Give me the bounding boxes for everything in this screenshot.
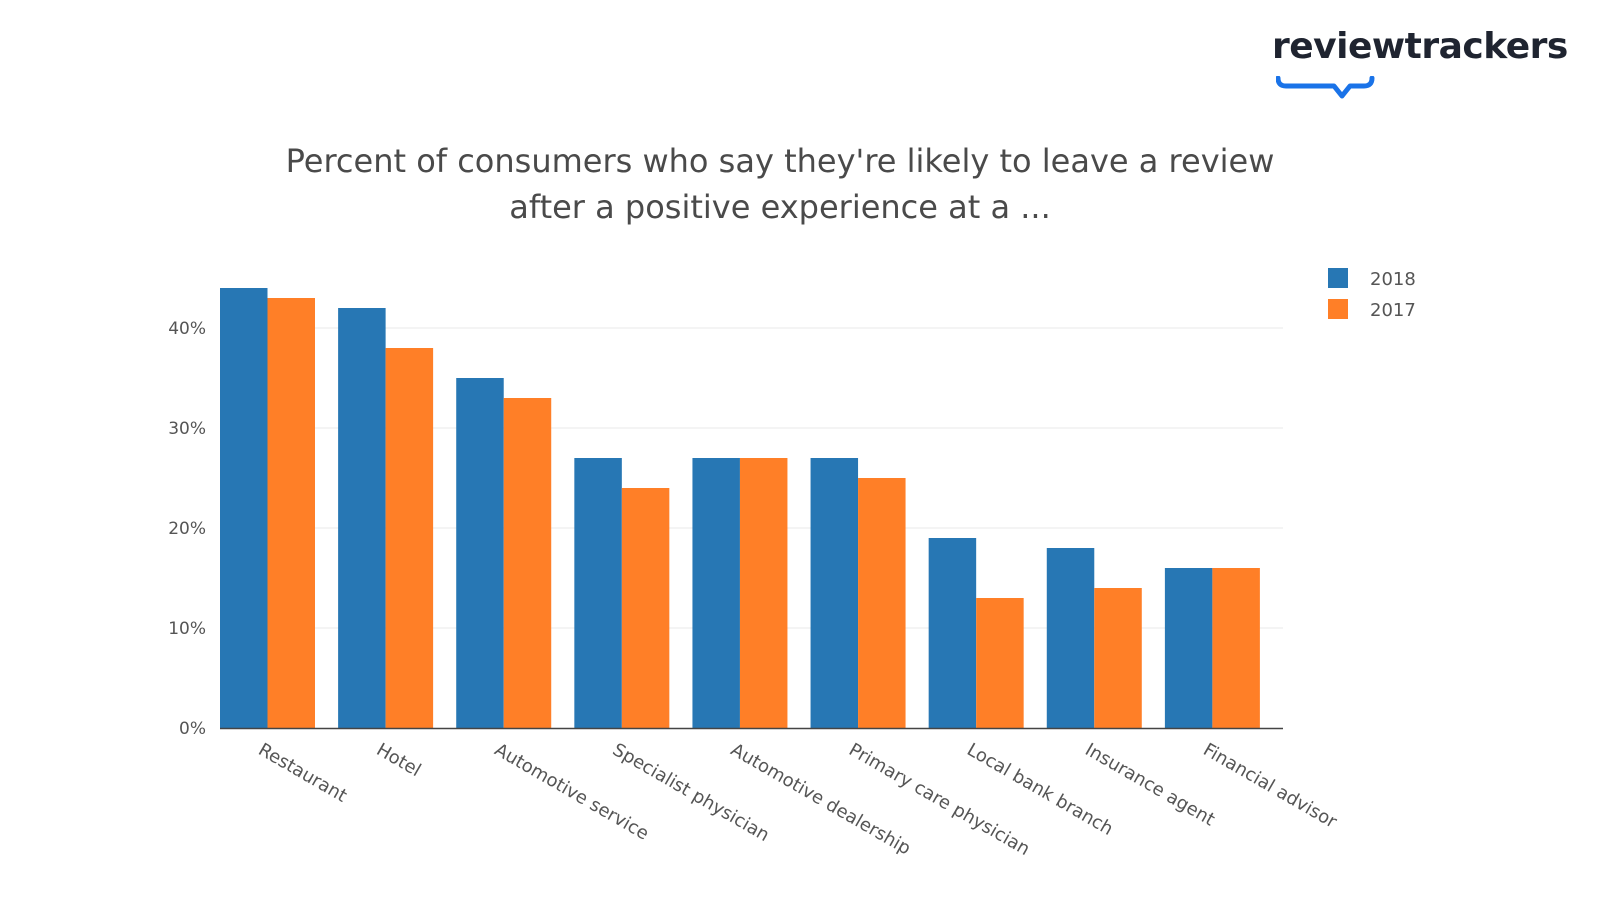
legend-label-2017: 2017 (1370, 300, 1416, 321)
bar-2017 (739, 458, 788, 728)
bars (220, 288, 1260, 728)
bar-2017 (1212, 568, 1260, 728)
brand-logo-text: reviewtrackers (1272, 26, 1568, 67)
speech-bubble-underline-icon (1276, 76, 1375, 99)
chart-title-line-2: after a positive experience at a ... (509, 188, 1051, 226)
bar-2017 (976, 598, 1024, 728)
bar-2017 (503, 398, 552, 728)
legend-label-2018: 2018 (1370, 269, 1416, 290)
bar-2017 (858, 478, 906, 728)
y-tick-label: 30% (168, 419, 206, 439)
bar-2018 (456, 378, 504, 728)
bar-2018 (692, 458, 740, 728)
y-tick-label: 10% (168, 619, 206, 639)
bar-2018 (810, 458, 859, 728)
bar-2017 (621, 488, 670, 728)
chart-title-line-1: Percent of consumers who say they're lik… (285, 142, 1275, 180)
y-tick-label: 0% (179, 719, 206, 739)
x-axis-category-labels: Restaurant Hotel Automotive serviceSpecial… (255, 739, 1341, 860)
bar-2018 (928, 538, 977, 728)
chart-title: Percent of consumers who say they're lik… (200, 138, 1360, 230)
bar-2018 (220, 288, 268, 728)
y-tick-label: 40% (168, 319, 206, 339)
x-category-label: Financial advisor (1199, 739, 1340, 833)
bar-2018 (1046, 548, 1095, 728)
brand-logo: reviewtrackers (1272, 22, 1572, 112)
legend-swatch-2017 (1328, 299, 1348, 319)
bar-2018 (1164, 568, 1213, 728)
y-tick-label: 20% (168, 519, 206, 539)
bar-2017 (385, 348, 434, 728)
bar-2017 (1094, 588, 1142, 728)
x-category-label: Hotel (373, 739, 425, 781)
bar-2018 (574, 458, 622, 728)
x-category-label: Restaurant (255, 739, 351, 806)
legend-swatch-2018 (1328, 268, 1348, 288)
legend: 2018 2017 (1328, 268, 1416, 321)
y-axis-tick-labels: 0% 10% 20% 30% 40% (168, 319, 206, 739)
bar-2018 (338, 308, 386, 728)
bar-2017 (267, 298, 315, 728)
